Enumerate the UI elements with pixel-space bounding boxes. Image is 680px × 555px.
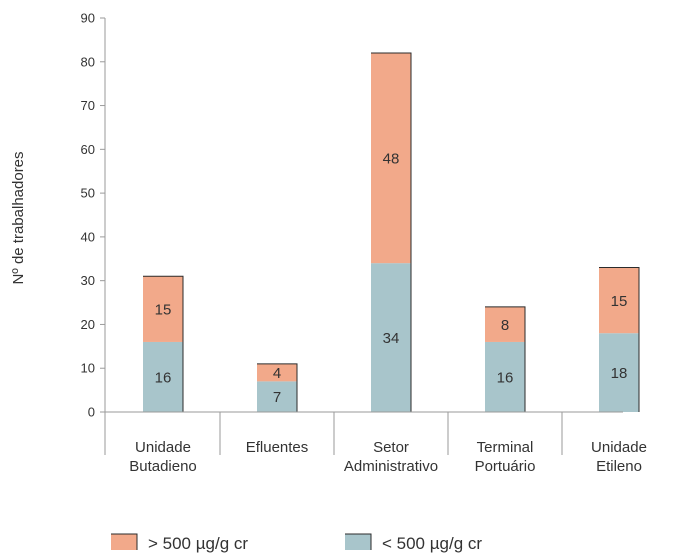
y-axis-title: Nº de trabalhadores	[10, 151, 27, 284]
bar-segment	[143, 341, 183, 412]
data-label: 15	[611, 293, 628, 310]
category-label: Setor Administrativo	[344, 439, 438, 475]
data-label: 16	[155, 369, 172, 386]
legend-swatch	[345, 534, 371, 550]
legend-label: < 500 µg/g cr	[382, 534, 482, 553]
data-label: 16	[497, 369, 514, 386]
y-tick-label: 90	[81, 11, 95, 26]
legend-swatch-edge	[111, 533, 138, 550]
y-tick-label: 20	[81, 317, 95, 332]
bar-edge	[257, 363, 298, 412]
y-axis: 0 10 20 30 40 50 60 70 80 90	[81, 11, 106, 455]
data-label: 8	[501, 317, 509, 334]
category-label: Terminal Portuário	[475, 439, 536, 475]
bar-segment	[599, 333, 639, 412]
bar-segment	[257, 363, 297, 382]
bar-segment	[257, 381, 297, 412]
y-tick-label: 0	[88, 405, 95, 420]
y-tick-label: 10	[81, 361, 95, 376]
y-tick-label: 60	[81, 142, 95, 157]
y-tick-label: 40	[81, 229, 95, 244]
legend-swatch	[111, 534, 137, 550]
category-label: Unidade Etileno	[591, 439, 647, 475]
y-tick-label: 30	[81, 273, 95, 288]
data-label: 48	[383, 151, 400, 168]
bar-segment	[599, 267, 639, 334]
category-label: Efluentes	[246, 439, 309, 456]
legend-label: > 500 µg/g cr	[148, 534, 248, 553]
data-label: 15	[155, 302, 172, 319]
y-tick-label: 50	[81, 186, 95, 201]
bar-segment	[485, 341, 525, 412]
bar-segment	[485, 306, 525, 342]
data-label: 7	[273, 389, 281, 406]
bar-segment	[371, 53, 411, 264]
data-label: 18	[611, 365, 628, 382]
bar-segment	[371, 263, 411, 412]
y-tick-label: 80	[81, 54, 95, 69]
bar-segment	[143, 276, 183, 342]
data-label: 4	[273, 365, 281, 382]
bar-edge	[371, 52, 412, 412]
x-axis: Unidade Butadieno Efluentes Setor Administra…	[105, 411, 647, 475]
bar-edge	[599, 267, 640, 412]
bars: 16 15 7 4 34 48 16 8 18 15	[143, 52, 640, 412]
y-tick-label: 70	[81, 98, 95, 113]
bar-edge	[143, 275, 184, 412]
data-label: 34	[383, 330, 400, 347]
bar-edge	[485, 306, 526, 412]
legend: > 500 µg/g cr < 500 µg/g cr	[111, 533, 482, 553]
legend-swatch-edge	[345, 533, 372, 550]
category-label: Unidade Butadieno	[129, 439, 197, 475]
